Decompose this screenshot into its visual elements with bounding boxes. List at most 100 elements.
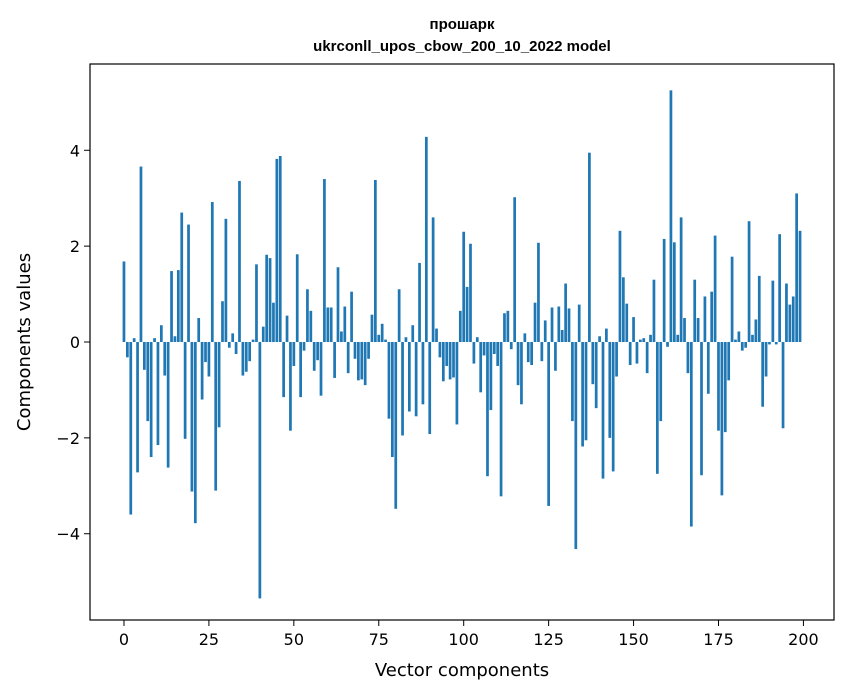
bar — [543, 320, 547, 342]
bar — [367, 342, 370, 359]
bar — [353, 342, 357, 359]
bar — [129, 342, 133, 515]
bar — [248, 342, 252, 362]
bar — [360, 342, 364, 380]
bar — [343, 306, 347, 342]
bar — [370, 314, 374, 342]
bar — [723, 342, 727, 433]
bar — [547, 342, 550, 506]
bar — [363, 342, 367, 386]
bar — [489, 342, 493, 411]
bar — [333, 342, 336, 378]
bar — [649, 334, 652, 342]
bar — [258, 342, 262, 599]
bar — [655, 342, 659, 474]
bar — [159, 325, 163, 342]
bar — [316, 342, 319, 361]
bar — [418, 262, 421, 342]
bar — [122, 261, 126, 342]
bar — [377, 334, 381, 342]
bar — [571, 342, 574, 422]
bar — [764, 342, 768, 377]
bar — [713, 235, 717, 342]
bar — [346, 342, 350, 374]
bar — [554, 342, 557, 371]
bar — [754, 319, 758, 342]
bar — [530, 342, 533, 366]
bar — [526, 342, 530, 363]
bar — [686, 342, 690, 374]
bar — [774, 342, 778, 345]
bar — [278, 156, 282, 342]
bar — [272, 302, 275, 342]
bar — [632, 317, 635, 342]
bar — [438, 342, 442, 358]
bar — [217, 342, 221, 428]
bar — [537, 242, 540, 342]
bar — [340, 331, 343, 342]
bar — [533, 302, 537, 342]
x-tick-label: 150 — [618, 630, 649, 649]
bar — [717, 342, 720, 431]
bar — [227, 342, 231, 348]
bar — [282, 342, 285, 398]
bar — [190, 342, 194, 492]
x-tick-label: 100 — [448, 630, 479, 649]
bar — [757, 275, 761, 342]
bar — [781, 342, 785, 429]
bar — [710, 291, 714, 342]
bar — [598, 336, 601, 342]
bar — [506, 310, 510, 342]
bar — [737, 331, 741, 342]
x-tick-label: 125 — [533, 630, 564, 649]
bar — [126, 342, 129, 358]
bar — [241, 342, 245, 376]
bar — [523, 333, 527, 342]
bar — [778, 234, 781, 342]
bar — [401, 342, 404, 436]
bar — [469, 243, 472, 342]
bar — [153, 338, 156, 342]
bar — [452, 342, 455, 378]
x-axis-label: Vector components — [375, 660, 549, 681]
bar — [292, 342, 296, 366]
chart-title: прошарк — [430, 16, 495, 33]
bar — [414, 342, 418, 417]
bar — [428, 342, 432, 435]
bar — [149, 342, 153, 458]
y-tick-label: −2 — [56, 429, 80, 448]
bar — [513, 197, 517, 342]
bar — [384, 339, 387, 342]
bar — [581, 342, 584, 447]
bar — [204, 342, 207, 363]
bar — [397, 289, 401, 342]
bar — [560, 330, 564, 342]
y-tick-label: 0 — [70, 333, 80, 352]
x-tick-label: 200 — [788, 630, 819, 649]
bar — [166, 342, 170, 468]
bar — [251, 339, 255, 342]
bar — [200, 342, 204, 400]
x-tick-label: 50 — [284, 630, 304, 649]
bar — [180, 212, 184, 342]
bar — [744, 342, 748, 348]
bar — [740, 342, 744, 351]
bar — [479, 342, 483, 393]
bar — [265, 254, 269, 342]
bar — [445, 342, 449, 366]
x-tick-label: 175 — [703, 630, 734, 649]
bar — [795, 193, 798, 342]
bar — [574, 342, 578, 550]
bar — [394, 342, 398, 509]
bar — [207, 342, 211, 377]
bar — [139, 166, 143, 342]
bar — [567, 308, 571, 342]
bar — [407, 342, 411, 412]
bar — [306, 289, 309, 342]
bar — [676, 334, 680, 342]
bar — [642, 338, 646, 342]
x-tick-label: 25 — [199, 630, 219, 649]
bar — [761, 342, 765, 407]
bar — [791, 296, 795, 342]
bar — [557, 306, 561, 342]
